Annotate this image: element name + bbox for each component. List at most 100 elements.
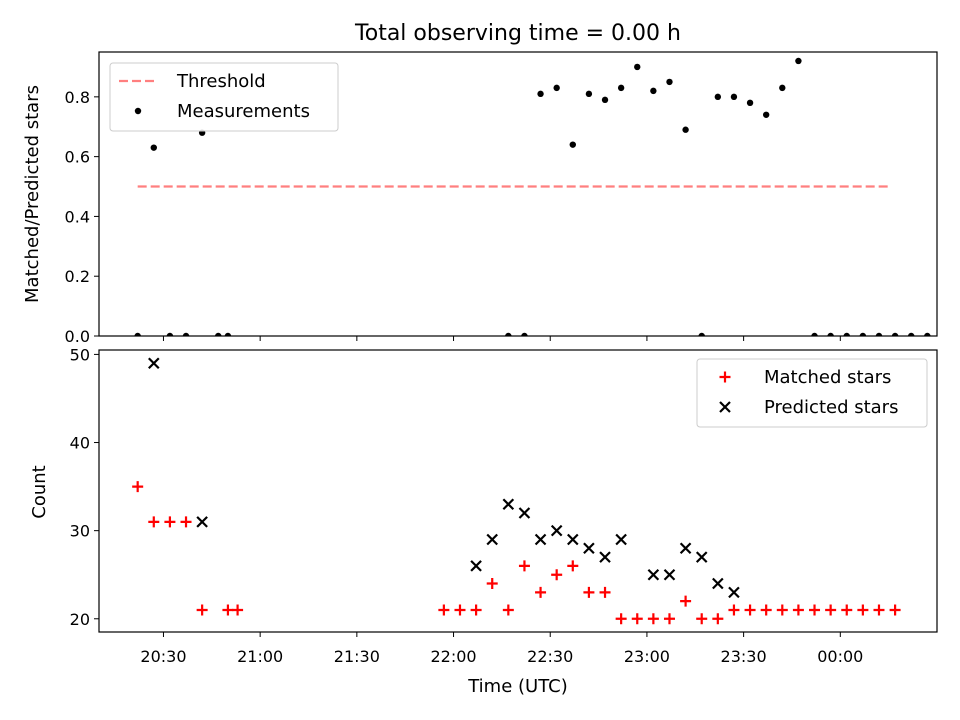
matched-star-point [599, 586, 611, 598]
bottom-y-axis-label: Count [29, 465, 50, 518]
legend-predicted-swatch [719, 401, 731, 413]
predicted-star-point [712, 577, 724, 590]
measurement-point [730, 93, 738, 101]
measurement-point [779, 84, 786, 92]
top-y-tick-label: 0.2 [65, 267, 90, 286]
matched-star-point [470, 604, 482, 616]
x-tick-label: 00:00 [817, 647, 863, 666]
measurement-point [843, 332, 850, 336]
predicted-star-point [470, 560, 482, 572]
matched-star-point [196, 604, 208, 616]
matched-star-point [744, 604, 756, 616]
matched-star-point [663, 613, 675, 625]
x-tick-label: 23:00 [624, 647, 670, 666]
measurement-point [891, 332, 899, 336]
matched-star-point [728, 604, 740, 616]
x-axis-label: Time (UTC) [467, 676, 568, 697]
predicted-star-point [599, 551, 611, 563]
measurement-point [859, 332, 867, 336]
measurement-point [215, 332, 222, 336]
bottom-legend: Matched stars Predicted stars [696, 358, 928, 428]
matched-star-point [535, 586, 547, 598]
measurement-point [827, 332, 834, 336]
bottom-y-tick-label: 40 [70, 434, 90, 453]
measurement-point [746, 99, 754, 107]
matched-star-point [164, 516, 176, 528]
matched-star-point [615, 613, 627, 625]
bottom-panel: 20 30 40 50 20:30 21:00 21:30 22:00 22:30 23:00 23… [70, 345, 938, 666]
top-legend-label: Measurements [177, 101, 310, 122]
predicted-star-point [550, 524, 563, 537]
measurement-point [505, 332, 512, 336]
matched-star-point [696, 613, 708, 625]
predicted-star-point [148, 357, 160, 369]
legend-matched-swatch [719, 371, 731, 383]
measurement-point [585, 90, 593, 98]
matched-star-point [809, 604, 821, 616]
measurement-point [940, 333, 946, 339]
measurement-point [617, 84, 625, 92]
matched-star-point [132, 481, 144, 493]
top-legend-label: Threshold [176, 71, 266, 92]
predicted-star-point [518, 507, 531, 519]
predicted-star-point [502, 498, 515, 510]
bottom-legend-label: Matched stars [764, 367, 891, 388]
matched-star-point [454, 604, 466, 616]
x-tick-label: 22:00 [430, 647, 476, 666]
matched-star-point [712, 613, 724, 625]
bottom-y-tick-label: 50 [70, 345, 90, 364]
measurement-point [150, 144, 157, 151]
matched-star-point [180, 516, 192, 528]
matched-star-point [647, 613, 659, 625]
x-tick-label: 21:00 [237, 647, 283, 666]
x-tick-label: 21:30 [334, 647, 380, 666]
predicted-star-point [647, 568, 660, 581]
x-tick-label: 22:30 [527, 647, 573, 666]
measurement-point [714, 93, 722, 101]
measurement-point [569, 141, 576, 148]
top-axes-frame [98, 51, 938, 337]
chart-title: Total observing time = 0.00 h [354, 21, 681, 46]
matched-star-point [438, 604, 450, 616]
matched-star-point [841, 604, 853, 616]
matched-star-point [232, 604, 244, 616]
measurement-point [166, 332, 174, 336]
matched-star-point [518, 560, 530, 572]
top-plot-area [134, 57, 960, 339]
legend-measurement-swatch [134, 107, 142, 115]
measurement-point [553, 84, 560, 92]
measurement-point [601, 96, 609, 104]
measurement-point [650, 87, 657, 95]
matched-star-point [825, 604, 837, 616]
matched-star-point [760, 604, 772, 616]
predicted-star-point [583, 542, 595, 555]
x-tick-label: 23:30 [721, 647, 767, 666]
bottom-plot-area [132, 357, 901, 625]
matched-star-point [551, 569, 563, 581]
measurement-point [134, 332, 141, 336]
measurement-point [666, 78, 673, 86]
matched-star-point [889, 604, 901, 616]
measurement-point [908, 332, 915, 336]
top-legend-box [109, 62, 339, 132]
bottom-y-tick-label: 30 [70, 522, 90, 541]
measurement-point [795, 57, 802, 65]
predicted-star-point [534, 533, 547, 546]
bottom-y-tick-label: 20 [70, 610, 90, 629]
bottom-legend-box [696, 358, 928, 428]
measurement-point [537, 90, 544, 98]
top-panel: 0.0 0.2 0.4 0.6 0.8 [65, 51, 960, 346]
measurement-point [875, 332, 883, 336]
measurement-point [682, 126, 689, 133]
matched-star-point [873, 604, 885, 616]
measurement-point [811, 332, 818, 336]
matched-star-point [583, 586, 595, 598]
measurement-point [762, 111, 770, 118]
measurement-point [698, 332, 705, 336]
matched-star-point [567, 560, 579, 572]
measurement-point [956, 333, 960, 339]
measurement-point [634, 63, 641, 71]
predicted-star-point [486, 533, 498, 546]
predicted-star-point [196, 516, 208, 528]
matched-star-point [631, 613, 643, 625]
